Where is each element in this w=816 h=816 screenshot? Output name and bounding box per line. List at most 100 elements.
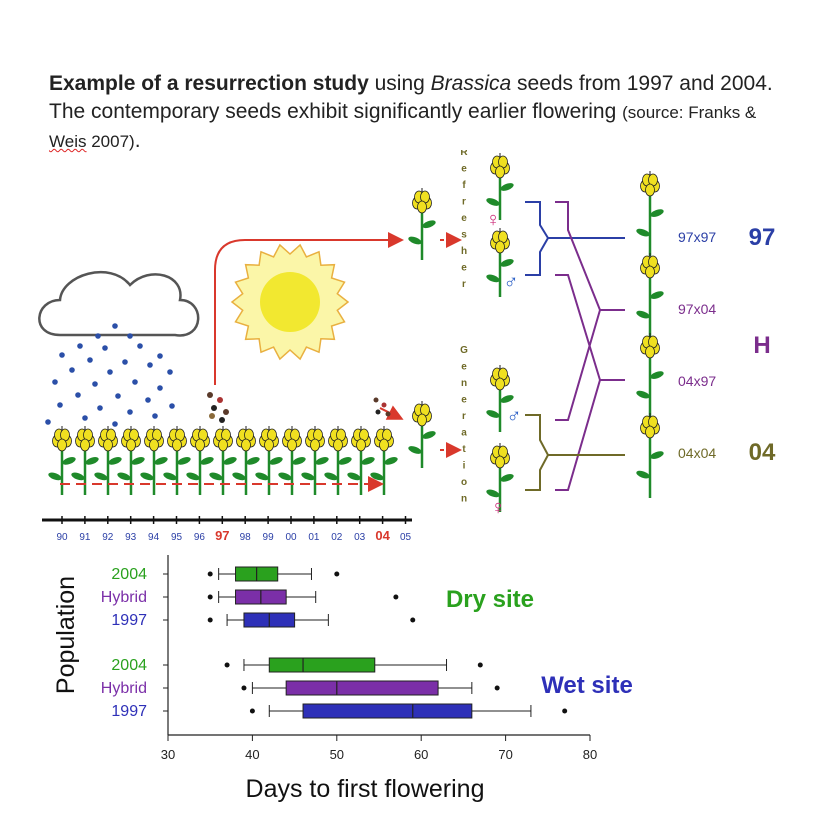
seed-icons: [207, 392, 391, 423]
rain-drop: [145, 397, 151, 403]
outlier-point: [249, 708, 255, 714]
seed: [381, 402, 387, 408]
box: [285, 680, 439, 696]
seed: [207, 392, 213, 398]
plant-icon: [408, 401, 436, 468]
plant-icon: [209, 426, 237, 495]
outlier-point: [224, 662, 230, 668]
cross-line-97x97: [525, 201, 625, 276]
cross-labels: 97x97 97x04 04x97 04x04 97 H 04: [678, 224, 776, 466]
rain-drop: [127, 333, 133, 339]
seed: [223, 409, 229, 415]
cross-line-04x97-b: [555, 309, 601, 421]
vertical-label-char: i: [463, 461, 466, 472]
plant-icon: [301, 426, 329, 495]
caption-text-2: seeds from 1997 and 2004. The contempora…: [49, 72, 773, 123]
seed: [373, 397, 379, 403]
timeline-year-label: 93: [125, 532, 137, 543]
outlier-point: [334, 571, 340, 577]
group-label: Hybrid: [101, 680, 147, 697]
rain-drop: [112, 421, 118, 427]
timeline: 90 91 92 93 94 95 96 97 98 99 00 01 02 03 04 05: [42, 516, 412, 543]
rain-drop: [77, 343, 83, 349]
y-axis-label: Population: [52, 576, 80, 694]
rain-drop: [169, 403, 175, 409]
rain-drop: [57, 402, 63, 408]
sex-symbol: ♀: [486, 209, 501, 231]
plant-icon: [347, 426, 375, 495]
sex-symbol: ♀: [491, 497, 506, 519]
site-label: Wet site: [541, 672, 633, 699]
refresher-arrow-97: [214, 232, 404, 385]
cross-line-04x97: [555, 274, 625, 381]
timeline-year-label: 03: [354, 532, 366, 543]
plant-icon: [324, 426, 352, 495]
plant-icon: [486, 228, 514, 297]
outlier-point: [241, 685, 247, 691]
vertical-label-char: e: [461, 164, 467, 175]
plant-icon: [94, 426, 122, 495]
rain-drop: [75, 392, 81, 398]
vertical-label-char: e: [461, 362, 467, 373]
outlier-point: [477, 662, 483, 668]
x-axis-label: Days to first flowering: [246, 775, 485, 803]
vertical-label-char: n: [461, 494, 467, 505]
vertical-label-char: n: [461, 378, 467, 389]
vertical-label-char: e: [461, 395, 467, 406]
outlier-point: [494, 685, 500, 691]
seed: [217, 397, 223, 403]
seed: [385, 411, 391, 417]
caption-period: .: [134, 129, 141, 152]
timeline-year-label: 00: [285, 532, 297, 543]
caption-bold: Example of a resurrection study: [49, 72, 369, 95]
rain-drop: [112, 323, 118, 329]
timeline-year-label: 92: [102, 532, 114, 543]
rain-cloud-icon: [38, 270, 200, 337]
plant-icon: [186, 426, 214, 495]
timeline-year-label: 04: [375, 528, 390, 543]
caption-source-open: (source: Franks &: [622, 103, 757, 122]
plant-icon: [140, 426, 168, 495]
outlier-point: [562, 708, 568, 714]
timeline-year-label: 99: [263, 532, 275, 543]
plant-icon: [636, 253, 664, 338]
x-tick-label: 50: [330, 747, 344, 762]
rain-drop: [97, 405, 103, 411]
vertical-label-char: f: [462, 180, 466, 191]
group-label: 2004: [111, 566, 147, 583]
outlier-point: [393, 594, 399, 600]
plant-icon: [486, 365, 514, 432]
timeline-year-label: 98: [240, 532, 252, 543]
seed: [209, 413, 215, 419]
vertical-label-char: r: [462, 197, 466, 208]
rain-drop: [127, 409, 133, 415]
caption-italic: Brassica: [430, 72, 512, 95]
rain-drop: [102, 345, 108, 351]
plant-icon: [163, 426, 191, 495]
cross-lines: [525, 201, 625, 491]
caption-source-name: Weis: [49, 132, 87, 151]
rain-drop: [82, 415, 88, 421]
rain-drop: [107, 369, 113, 375]
timeline-year-label: 90: [56, 532, 68, 543]
vertical-label-char: r: [462, 279, 466, 290]
sex-symbol: ♂: [504, 271, 519, 293]
plant-icon: [278, 426, 306, 495]
outlier-point: [207, 594, 213, 600]
group-label: H: [753, 332, 770, 359]
group-label: 1997: [111, 612, 147, 629]
resurrection-diagram: 90 91 92 93 94 95 96 97 98 99 00 01 02 03 04 05 Refresh…: [38, 150, 776, 543]
caption-source-close: 2007): [86, 132, 135, 151]
rain-drop: [92, 381, 98, 387]
rain-drop: [157, 385, 163, 391]
cross-line-97x04-b: [555, 379, 601, 491]
cross-line-04x04: [525, 414, 625, 491]
vertical-label-char: o: [461, 477, 467, 488]
x-tick-label: 40: [245, 747, 259, 762]
site-label: Dry site: [446, 586, 534, 613]
rain-drop: [69, 367, 75, 373]
rain-drop: [122, 359, 128, 365]
timeline-year-label: 97: [215, 528, 229, 543]
rain-drop: [59, 352, 65, 358]
